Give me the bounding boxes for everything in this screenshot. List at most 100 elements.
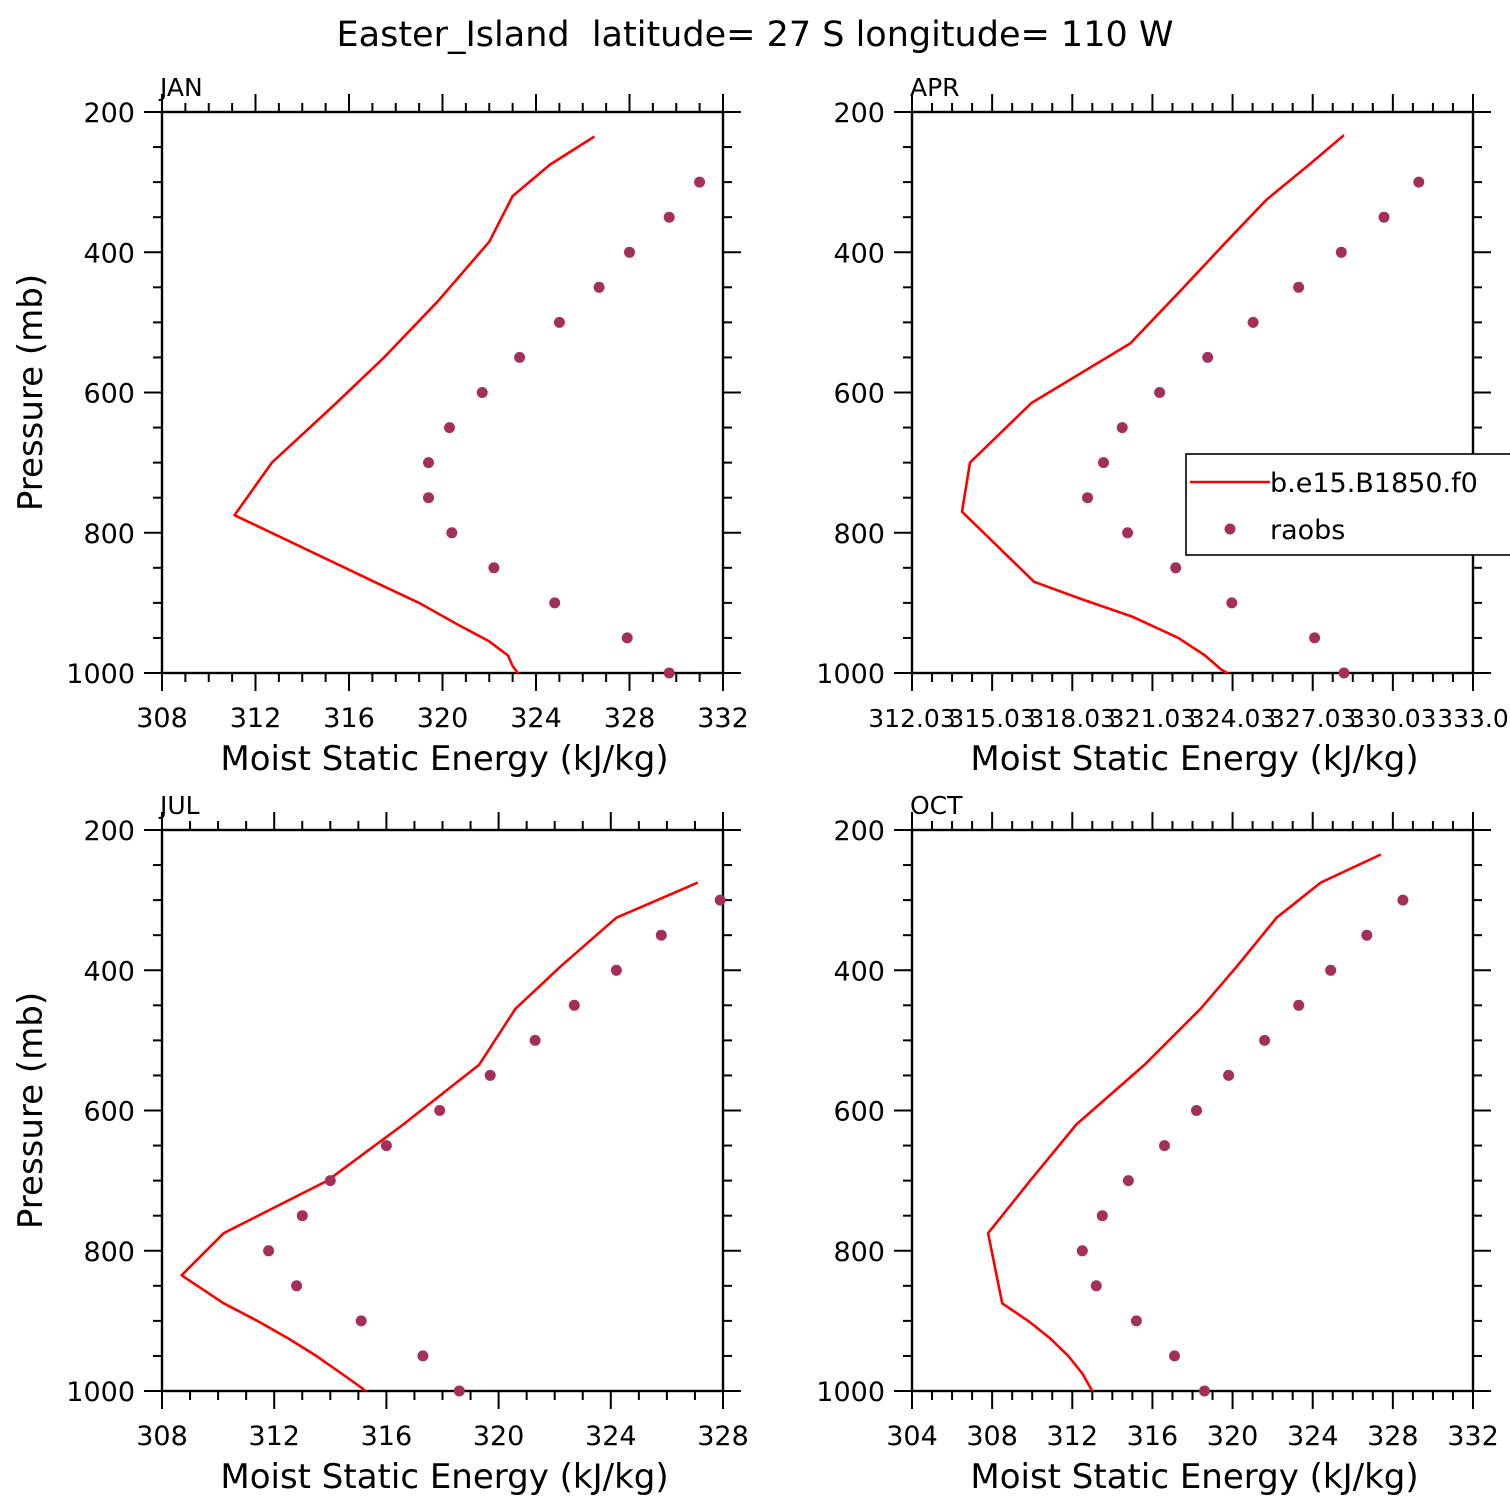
y-tick-label: 800 — [83, 519, 135, 550]
raobs-points — [263, 894, 726, 1397]
raobs-point — [1202, 351, 1214, 363]
plot-frame — [910, 110, 1475, 675]
x-tick-label: 332 — [1447, 1421, 1499, 1452]
raobs-point — [291, 1280, 303, 1292]
x-tick-label: 321.03 — [1109, 704, 1196, 733]
raobs-point — [423, 457, 434, 469]
raobs-point — [624, 246, 635, 258]
x-tick-label: 320 — [473, 1421, 525, 1452]
x-tick-label: 328 — [604, 703, 656, 734]
raobs-point — [1170, 562, 1182, 574]
y-tick-label: 200 — [833, 98, 885, 129]
raobs-point — [1098, 457, 1109, 469]
raobs-point — [1361, 929, 1373, 941]
raobs-point — [476, 387, 488, 398]
x-tick-label: 312 — [1047, 1421, 1099, 1452]
raobs-point — [1397, 894, 1409, 906]
raobs-point — [1082, 492, 1093, 504]
panel-label: JUL — [158, 791, 200, 820]
x-tick-label: 316 — [361, 1421, 413, 1452]
raobs-point — [1199, 1385, 1210, 1397]
x-tick-label: 333.0 — [1437, 704, 1509, 733]
raobs-point — [1293, 999, 1305, 1011]
x-tick-label: 328 — [697, 1421, 749, 1452]
raobs-point — [694, 176, 706, 188]
raobs-point — [1090, 1280, 1102, 1292]
raobs-point — [1223, 1069, 1235, 1081]
model-series-line — [960, 134, 1345, 673]
x-tick-label: 304 — [886, 1421, 938, 1452]
y-tick-label: 1000 — [66, 659, 135, 690]
y-tick-label: 200 — [83, 98, 135, 129]
plot-frame — [160, 110, 725, 675]
x-tick-label: 308 — [136, 703, 188, 734]
x-tick-labels: 312.03315.03318.03321.03324.03327.03330.… — [868, 704, 1509, 733]
model-series-line — [233, 135, 596, 673]
raobs-point — [453, 1385, 465, 1397]
raobs-point — [324, 1175, 336, 1187]
x-tick-label: 328 — [1367, 1421, 1419, 1452]
x-axis-title: Moist Static Energy (kJ/kg) — [220, 1457, 668, 1497]
raobs-point — [621, 632, 633, 644]
panel-label: APR — [910, 73, 960, 102]
raobs-point — [514, 351, 526, 363]
raobs-point — [655, 929, 667, 941]
raobs-points — [1076, 894, 1409, 1397]
legend-box — [1185, 453, 1510, 556]
raobs-point — [434, 1105, 446, 1116]
model-series-line — [180, 881, 699, 1391]
raobs-point — [1096, 1210, 1108, 1222]
y-tick-label: 800 — [833, 1237, 885, 1268]
raobs-point — [296, 1210, 308, 1222]
x-tick-label: 312 — [230, 703, 282, 734]
y-tick-label: 400 — [833, 238, 885, 269]
x-tick-label: 318.03 — [1029, 704, 1116, 733]
raobs-point — [714, 894, 726, 906]
raobs-point — [1335, 246, 1347, 258]
raobs-point — [1122, 1175, 1134, 1187]
raobs-point — [568, 999, 580, 1011]
x-axis-title: Moist Static Energy (kJ/kg) — [970, 1457, 1418, 1497]
y-tick-label: 400 — [83, 956, 135, 987]
x-tick-label: 324 — [1287, 1421, 1339, 1452]
raobs-point — [1247, 316, 1259, 328]
x-tick-label: 324.03 — [1189, 704, 1276, 733]
raobs-point — [1309, 632, 1321, 644]
raobs-point — [488, 562, 500, 574]
y-tick-label: 1000 — [816, 659, 885, 690]
raobs-point — [1154, 387, 1166, 398]
raobs-points — [1082, 176, 1425, 679]
x-tick-label: 324 — [510, 703, 562, 734]
y-tick-label: 1000 — [66, 1377, 135, 1408]
y-tick-label: 200 — [833, 816, 885, 847]
raobs-point — [1122, 527, 1134, 539]
y-tick-label: 600 — [83, 379, 135, 410]
y-tick-label: 400 — [83, 238, 135, 269]
y-tick-label: 600 — [833, 379, 885, 410]
y-tick-label: 600 — [83, 1097, 135, 1128]
x-tick-labels: 308 312 316 320 324 328 — [136, 1421, 749, 1452]
y-tick-label: 600 — [833, 1097, 885, 1128]
figure-title: Easter_Island latitude= 27 S longitude= … — [337, 15, 1174, 55]
x-tick-label: 308 — [966, 1421, 1018, 1452]
raobs-point — [1159, 1140, 1170, 1152]
x-tick-label: 316 — [323, 703, 375, 734]
raobs-point — [1130, 1315, 1142, 1327]
x-tick-label: 327.03 — [1269, 704, 1356, 733]
raobs-point — [663, 211, 675, 223]
x-tick-label: 308 — [136, 1421, 188, 1452]
y-axis-title: Pressure (mb) — [11, 992, 51, 1229]
legend-obs-label: raobs — [1270, 515, 1345, 546]
raobs-point — [355, 1315, 367, 1327]
raobs-point — [593, 281, 605, 293]
y-tick-label: 800 — [833, 519, 885, 550]
raobs-point — [1191, 1105, 1202, 1116]
x-axis-title: Moist Static Energy (kJ/kg) — [220, 739, 668, 779]
raobs-point — [610, 964, 622, 976]
raobs-point — [1378, 211, 1390, 223]
raobs-point — [1338, 667, 1350, 679]
x-tick-label: 316 — [1127, 1421, 1179, 1452]
